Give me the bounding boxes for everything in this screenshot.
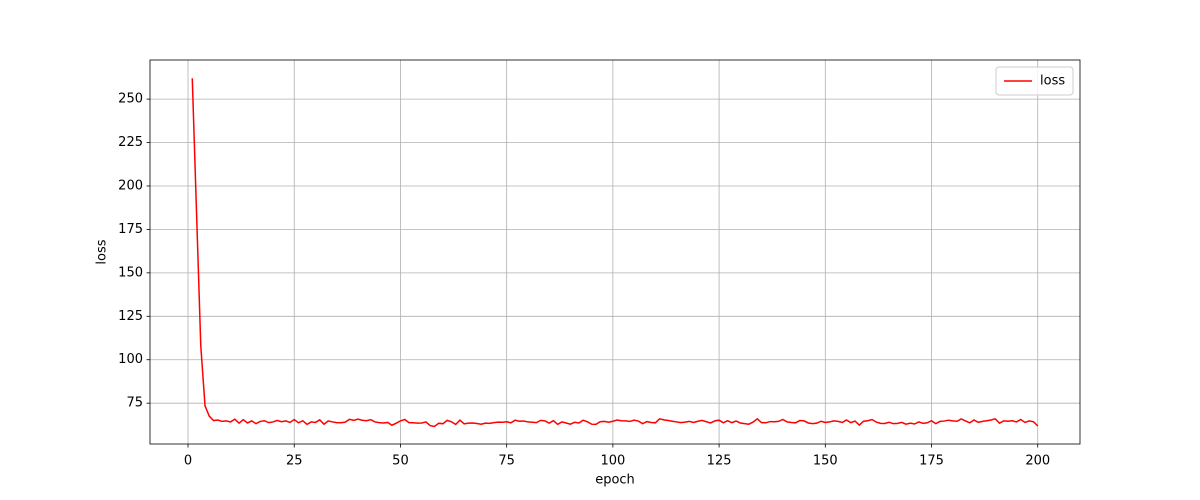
legend-box <box>995 66 1074 96</box>
y-axis-label: loss <box>95 239 110 264</box>
x-tick-label: 200 <box>1025 454 1050 469</box>
y-tick-label: 75 <box>126 396 143 411</box>
y-tick-label: 100 <box>118 352 143 367</box>
x-axis-label: epoch <box>595 473 635 488</box>
x-tick-label: 100 <box>600 454 625 469</box>
x-tick-label: 150 <box>813 454 838 469</box>
y-tick-label: 200 <box>118 178 143 193</box>
y-tick-label: 150 <box>118 265 143 280</box>
line-series <box>191 78 1039 428</box>
y-tick-label: 225 <box>118 135 143 150</box>
plot-frame <box>149 59 1081 445</box>
x-tick-label: 175 <box>919 454 944 469</box>
x-tick-label: 0 <box>184 454 192 469</box>
y-tick-label: 250 <box>118 92 143 107</box>
x-tick-label: 25 <box>286 454 303 469</box>
x-tick-label: 125 <box>707 454 732 469</box>
y-tick-label: 125 <box>118 309 143 324</box>
legend-label: loss <box>1040 74 1065 89</box>
x-tick-label: 75 <box>498 454 515 469</box>
x-tick-label: 50 <box>392 454 409 469</box>
y-tick-label: 175 <box>118 222 143 237</box>
